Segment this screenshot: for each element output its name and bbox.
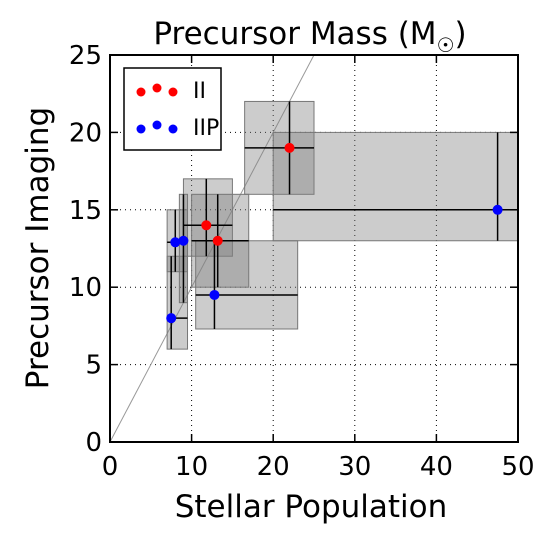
data-point-iip bbox=[170, 237, 181, 248]
legend-marker-ii bbox=[136, 87, 146, 97]
legend-marker-iip bbox=[136, 124, 146, 134]
data-point-iip bbox=[492, 204, 503, 215]
plot-clip-group bbox=[110, 55, 518, 442]
data-point-iip bbox=[209, 289, 220, 300]
y-tick-label: 5 bbox=[85, 351, 102, 381]
x-tick-label: 50 bbox=[501, 452, 534, 482]
x-tick-label: 10 bbox=[175, 452, 208, 482]
data-point-iip bbox=[178, 235, 189, 246]
chart-title: Precursor Mass (M☉) bbox=[153, 16, 466, 57]
x-tick-label: 40 bbox=[420, 452, 453, 482]
legend-marker-iip bbox=[152, 120, 162, 130]
plot-area: 0 10 20 30 40 50 0 5 10 15 20 25 bbox=[69, 41, 535, 482]
data-point-ii bbox=[212, 235, 223, 246]
data-point-ii bbox=[284, 142, 295, 153]
title-close-paren: ) bbox=[455, 16, 467, 52]
y-tick-label: 25 bbox=[69, 41, 102, 71]
error-box bbox=[195, 240, 299, 330]
y-tick-label: 20 bbox=[69, 118, 102, 148]
x-tick-label: 30 bbox=[338, 452, 371, 482]
axes-frame bbox=[109, 54, 519, 443]
x-tick-label: 0 bbox=[102, 452, 119, 482]
y-tick-label: 0 bbox=[85, 428, 102, 458]
legend-marker-ii bbox=[168, 87, 178, 97]
one-to-one-line bbox=[110, 55, 315, 442]
legend-label-iip: IIP bbox=[193, 116, 219, 141]
data-point-iip bbox=[166, 313, 177, 324]
legend-box bbox=[123, 67, 222, 151]
x-axis-label: Stellar Population bbox=[175, 489, 448, 525]
legend-label-ii: II bbox=[193, 79, 206, 104]
y-tick-label: 10 bbox=[69, 273, 102, 303]
data-point-ii bbox=[201, 220, 212, 231]
legend-marker-iip bbox=[168, 124, 178, 134]
y-axis-label: Precursor Imaging bbox=[20, 107, 56, 389]
y-tick-label: 15 bbox=[69, 196, 102, 226]
x-tick-label: 20 bbox=[257, 452, 290, 482]
sun-symbol: ☉ bbox=[437, 33, 455, 57]
legend: II IIP bbox=[123, 67, 222, 151]
error-box bbox=[272, 131, 518, 242]
legend-marker-ii bbox=[152, 83, 162, 93]
